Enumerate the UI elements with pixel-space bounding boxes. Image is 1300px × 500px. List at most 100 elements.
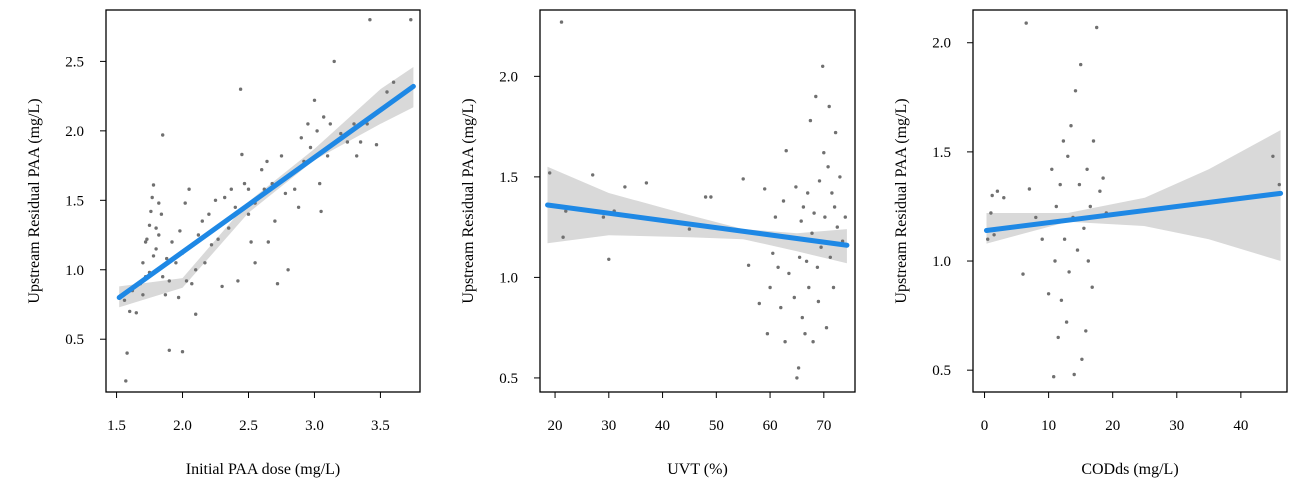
plot-frame — [105, 9, 421, 393]
data-point — [1088, 204, 1093, 209]
data-point — [763, 187, 767, 191]
data-point — [623, 185, 627, 189]
data-point — [358, 140, 363, 144]
data-point — [776, 265, 780, 269]
data-point — [564, 209, 568, 213]
data-point — [249, 240, 253, 244]
data-point — [781, 199, 786, 203]
data-point — [187, 187, 191, 191]
data-point — [1052, 375, 1056, 379]
data-point — [236, 279, 240, 283]
data-point — [328, 122, 332, 126]
data-point — [266, 240, 270, 244]
x-tick-label: 3.0 — [305, 418, 324, 434]
data-point — [229, 187, 233, 191]
panel-1: 1.5 2.0 2.5 3.0 3.5 0.5 1.0 1.5 2.0 2.5 Initial PA… — [26, 9, 421, 478]
data-point — [795, 376, 799, 380]
data-point — [275, 282, 280, 286]
data-point — [180, 350, 185, 354]
x-tick-label: 0 — [981, 418, 989, 434]
data-point — [765, 332, 770, 336]
y-tick-label: 2.0 — [499, 69, 518, 85]
x-tick-label: 2.0 — [173, 418, 192, 434]
y-tick-label: 0.5 — [932, 363, 951, 379]
data-point — [183, 201, 187, 205]
data-point — [325, 154, 330, 158]
y-axis-label: Upstream Residual PAA (mg/L) — [460, 98, 477, 303]
panel-3: 0 10 20 30 40 0.5 1.0 1.5 2.0 CODds (mg/L) Upstrea… — [893, 9, 1288, 478]
data-point — [807, 285, 811, 290]
data-point — [157, 233, 161, 237]
y-tick-label: 1.5 — [932, 145, 951, 161]
confidence-band — [119, 67, 414, 308]
data-point — [154, 226, 158, 230]
data-point — [178, 229, 182, 233]
x-tick-label: 50 — [709, 418, 724, 434]
data-point — [709, 195, 713, 199]
y-tick-label: 1.5 — [499, 170, 518, 186]
data-point — [607, 257, 611, 261]
data-point — [220, 284, 224, 289]
data-point — [151, 183, 156, 187]
data-point — [559, 20, 564, 24]
data-point — [687, 227, 692, 231]
data-point — [339, 131, 343, 136]
data-point — [817, 179, 822, 183]
data-point — [194, 312, 198, 316]
y-tick-label: 1.0 — [65, 263, 84, 279]
data-point — [990, 193, 994, 198]
data-point — [1277, 182, 1282, 187]
data-point — [246, 212, 251, 216]
data-point — [159, 212, 164, 216]
data-point — [355, 154, 359, 158]
data-point — [1082, 226, 1086, 230]
data-point — [1090, 285, 1094, 289]
data-point — [746, 263, 751, 267]
data-point — [1271, 154, 1275, 158]
data-point — [799, 219, 803, 223]
data-point — [163, 293, 168, 297]
data-point — [833, 130, 838, 135]
data-point — [147, 223, 152, 227]
data-point — [816, 299, 821, 304]
data-point — [143, 240, 148, 244]
data-point — [279, 154, 284, 158]
data-point — [1034, 215, 1038, 220]
data-point — [238, 87, 243, 91]
data-point — [409, 18, 413, 22]
data-point — [804, 259, 809, 263]
data-point — [145, 237, 149, 241]
data-point — [811, 340, 815, 344]
y-tick-label: 1.5 — [65, 193, 84, 209]
data-point — [591, 173, 595, 177]
data-point — [1072, 372, 1076, 377]
data-point — [992, 233, 996, 237]
data-point — [283, 191, 288, 196]
y-axis-label: Upstream Residual PAA (mg/L) — [26, 98, 43, 303]
data-point — [832, 205, 837, 209]
fit-line — [983, 190, 1284, 233]
data-point — [814, 94, 818, 99]
data-point — [784, 149, 788, 153]
data-point — [216, 237, 220, 241]
data-point — [161, 133, 165, 137]
data-point — [1095, 25, 1099, 30]
data-point — [796, 366, 801, 370]
data-point — [1101, 176, 1105, 180]
x-tick-label: 20 — [1105, 418, 1120, 434]
data-point — [157, 201, 161, 205]
data-point — [1053, 259, 1057, 263]
x-tick-label: 3.5 — [371, 418, 390, 434]
y-tick-label: 1.0 — [932, 254, 951, 270]
x-tick-label: 2.5 — [239, 418, 258, 434]
data-point — [548, 171, 552, 175]
data-point — [803, 332, 807, 336]
data-point — [385, 90, 389, 94]
data-point — [174, 261, 178, 265]
data-point — [1069, 124, 1073, 128]
data-point — [1054, 204, 1059, 209]
data-point — [838, 175, 842, 179]
x-axis-label: Initial PAA dose (mg/L) — [186, 461, 341, 478]
data-point — [1091, 139, 1096, 143]
x-tick-label: 10 — [1041, 418, 1056, 434]
